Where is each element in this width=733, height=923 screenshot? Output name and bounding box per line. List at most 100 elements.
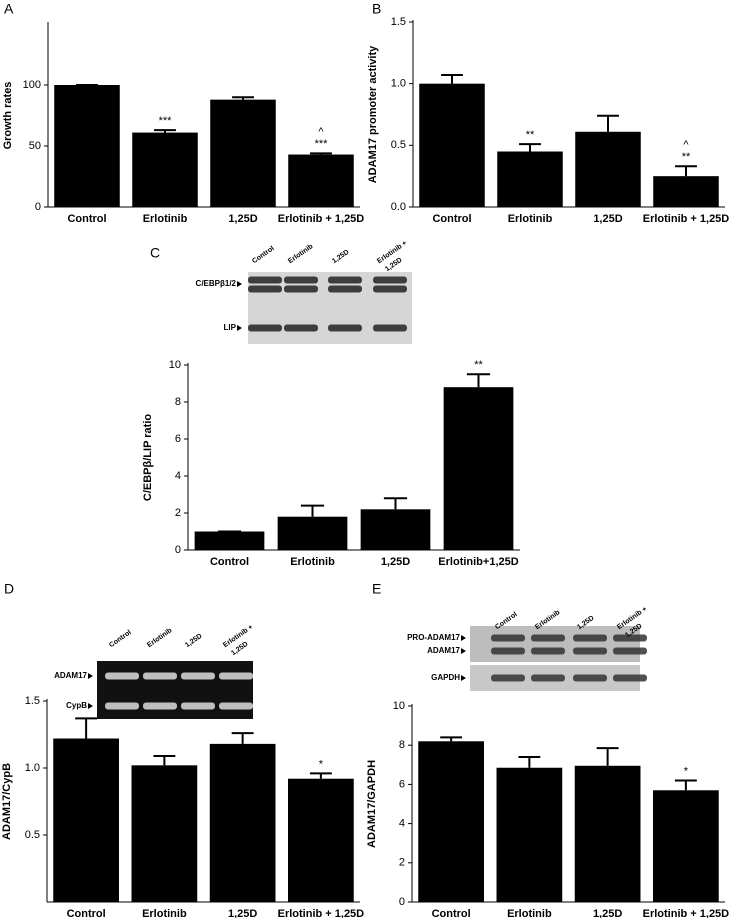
- bar: [209, 743, 276, 902]
- y-axis-label: Growth rates: [2, 82, 14, 150]
- band-label: PRO-ADAM17: [407, 633, 460, 642]
- blot-band: [373, 285, 407, 293]
- y-tick-label: 50: [29, 140, 41, 152]
- band-label: ADAM17: [427, 646, 460, 655]
- bar: [54, 85, 120, 207]
- bar: [419, 83, 485, 207]
- x-tick-label: 1,25D: [593, 908, 622, 918]
- y-tick-label: 0: [35, 201, 41, 213]
- blot-band: [248, 285, 282, 293]
- significance-label: **: [474, 359, 483, 371]
- blot-band: [143, 672, 177, 680]
- panel-label: C: [150, 245, 160, 261]
- x-tick-label: Erlotinib: [142, 908, 187, 918]
- lane-label: 1,25D: [184, 633, 203, 649]
- panel-label: A: [4, 1, 14, 17]
- blot-band: [181, 672, 215, 680]
- blot-band: [328, 324, 362, 332]
- blot-band: [219, 672, 253, 680]
- band-label: C/EBPβ1/2: [196, 279, 237, 288]
- band-arrow: [237, 325, 242, 331]
- x-tick-label: Erlotinib: [507, 908, 552, 918]
- significance-label: **: [526, 129, 535, 141]
- x-tick-label: Erlotinib: [290, 556, 335, 568]
- blot-band: [284, 276, 318, 284]
- bar: [288, 154, 354, 207]
- y-tick-label: 0.0: [391, 201, 406, 213]
- x-tick-label: Erlotinib + 1,25D: [278, 213, 365, 225]
- x-tick-label: 1,25D: [381, 556, 410, 568]
- bar: [443, 387, 514, 550]
- band-label: GAPDH: [431, 673, 460, 682]
- band-label: LIP: [224, 323, 237, 332]
- y-tick-label: 2: [399, 857, 405, 869]
- significance-label: *: [684, 765, 689, 777]
- blot-band: [373, 324, 407, 332]
- x-tick-label: Erlotinib + 1,25D: [643, 908, 730, 918]
- significance-label: ***: [315, 138, 329, 150]
- significance-label: *: [319, 758, 324, 770]
- x-tick-label: Erlotinib+1,25D: [438, 556, 518, 568]
- band-arrow: [237, 281, 242, 287]
- y-tick-label: 1.5: [391, 16, 406, 28]
- blot-image: [470, 626, 640, 662]
- blot-band: [181, 702, 215, 710]
- bar: [360, 509, 431, 550]
- bar: [653, 790, 719, 902]
- blot-band: [531, 647, 565, 655]
- y-tick-label: 1.5: [25, 695, 40, 707]
- panel-label: D: [4, 581, 14, 597]
- y-tick-label: 6: [175, 433, 181, 445]
- y-tick-label: 6: [399, 778, 405, 790]
- x-tick-label: 1,25D: [593, 213, 622, 225]
- bar: [53, 738, 119, 902]
- y-axis-label: ADAM17/GAPDH: [366, 760, 378, 848]
- lane-label: 1,25D: [331, 249, 350, 265]
- significance-label: ^: [683, 139, 689, 151]
- y-tick-label: 10: [393, 700, 405, 712]
- x-tick-label: Control: [210, 556, 249, 568]
- y-tick-label: 1.0: [391, 78, 406, 90]
- y-tick-label: 2: [175, 507, 181, 519]
- x-tick-label: Erlotinib + 1,25D: [278, 908, 365, 918]
- significance-label: ^: [318, 126, 324, 138]
- blot-band: [573, 634, 607, 642]
- blot-band: [284, 285, 318, 293]
- blot-band: [491, 647, 525, 655]
- x-tick-label: Control: [67, 213, 106, 225]
- bar: [418, 741, 484, 902]
- blot-band: [143, 702, 177, 710]
- y-tick-label: 0: [399, 896, 405, 908]
- bar: [194, 531, 265, 550]
- y-tick-label: 100: [23, 79, 41, 91]
- blot-image: [248, 272, 412, 344]
- x-tick-label: Control: [67, 908, 106, 918]
- bar: [277, 516, 348, 550]
- band-arrow: [88, 673, 93, 679]
- x-tick-label: Erlotinib + 1,25D: [643, 213, 730, 225]
- y-tick-label: 1.0: [25, 762, 40, 774]
- blot-band: [328, 285, 362, 293]
- y-tick-label: 0.5: [25, 829, 40, 841]
- y-tick-label: 8: [399, 739, 405, 751]
- blot-band: [373, 276, 407, 284]
- band-arrow: [461, 675, 466, 681]
- band-arrow: [88, 703, 93, 709]
- bar: [210, 99, 276, 207]
- band-arrow: [461, 648, 466, 654]
- bar: [497, 151, 563, 207]
- bar: [575, 131, 641, 207]
- y-tick-label: 8: [175, 396, 181, 408]
- x-tick-label: Control: [432, 213, 471, 225]
- y-axis-label: ADAM17 promoter activity: [367, 45, 379, 183]
- x-tick-label: Control: [432, 908, 471, 918]
- band-label: CypB: [66, 701, 87, 710]
- y-tick-label: 10: [169, 359, 181, 371]
- y-axis-label: ADAM17/CypB: [1, 763, 13, 840]
- blot-image: [97, 661, 253, 719]
- lane-label: Erlotinib: [287, 243, 314, 265]
- bar: [574, 765, 641, 902]
- bar: [496, 767, 563, 902]
